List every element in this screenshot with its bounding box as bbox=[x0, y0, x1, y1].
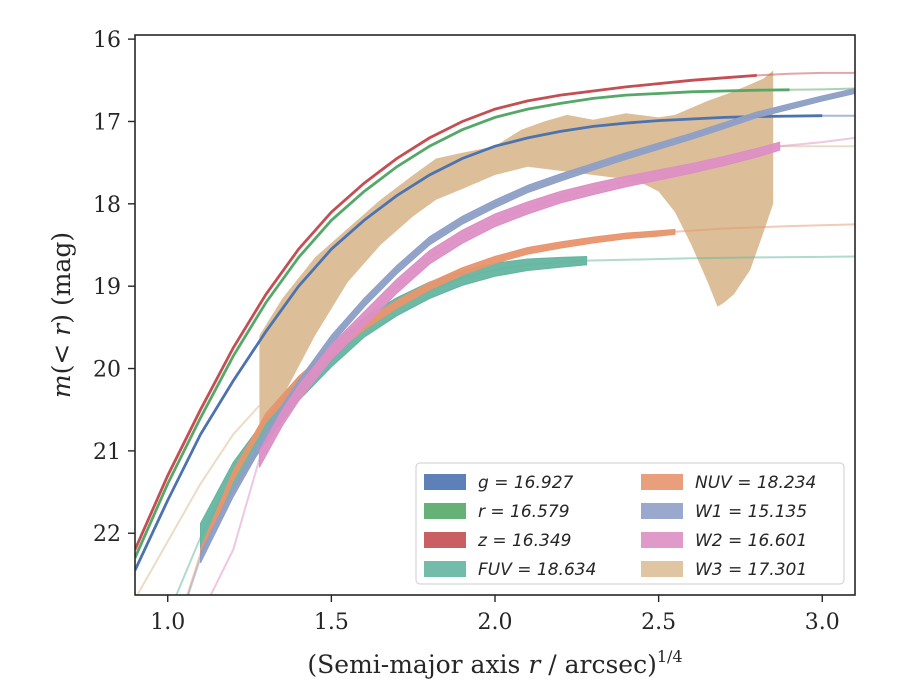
y-tick-label: 19 bbox=[93, 275, 121, 300]
y-axis-title: m(< r) (mag) bbox=[47, 232, 76, 398]
legend: g = 16.927 r = 16.579 z = 16.349 FUV = 18.6… bbox=[415, 462, 845, 585]
y-tick-label: 22 bbox=[93, 522, 121, 547]
legend-swatch-W3 bbox=[641, 561, 683, 577]
legend-label-W1: W1 = 15.135 bbox=[695, 502, 807, 522]
legend-swatch-z bbox=[424, 532, 466, 548]
legend-swatch-FUV bbox=[424, 561, 466, 577]
y-axis: 16 17 18 19 20 21 22 bbox=[93, 28, 135, 547]
legend-label-g: g = 16.927 bbox=[478, 473, 574, 493]
legend-label-r: r = 16.579 bbox=[478, 502, 570, 522]
x-tick-label: 2.5 bbox=[641, 610, 676, 635]
x-tick-label: 3.0 bbox=[805, 610, 840, 635]
legend-swatch-NUV bbox=[641, 474, 683, 490]
legend-swatch-W1 bbox=[641, 503, 683, 519]
series-W3-band bbox=[259, 70, 774, 447]
x-axis-title: (Semi-major axis r / arcsec)1/4 bbox=[307, 647, 682, 679]
series-r-line bbox=[135, 88, 790, 559]
x-tick-label: 1.0 bbox=[150, 610, 185, 635]
legend-label-z: z = 16.349 bbox=[477, 531, 571, 551]
series-W3-faint-left bbox=[136, 404, 261, 595]
y-tick-label: 21 bbox=[93, 440, 121, 465]
plot-area bbox=[135, 70, 855, 595]
x-tick-label: 2.0 bbox=[478, 610, 513, 635]
x-axis: 1.0 1.5 2.0 2.5 3.0 bbox=[150, 595, 840, 635]
legend-label-FUV: FUV = 18.634 bbox=[478, 560, 596, 580]
series-W2-band bbox=[258, 141, 781, 468]
y-tick-label: 18 bbox=[93, 193, 121, 218]
series-g-line bbox=[135, 114, 823, 571]
y-tick-label: 17 bbox=[93, 110, 121, 135]
legend-swatch-r bbox=[424, 503, 466, 519]
legend-swatch-g bbox=[424, 474, 466, 490]
series-W1-band bbox=[200, 87, 855, 564]
x-tick-label: 1.5 bbox=[314, 610, 349, 635]
legend-label-W3: W3 = 17.301 bbox=[695, 560, 807, 580]
y-tick-label: 16 bbox=[93, 28, 121, 53]
y-tick-label: 20 bbox=[93, 358, 121, 383]
legend-swatch-W2 bbox=[641, 532, 683, 548]
legend-box bbox=[415, 462, 845, 585]
series-z-line bbox=[135, 74, 757, 551]
legend-label-NUV: NUV = 18.234 bbox=[695, 473, 816, 493]
legend-label-W2: W2 = 16.601 bbox=[695, 531, 807, 551]
